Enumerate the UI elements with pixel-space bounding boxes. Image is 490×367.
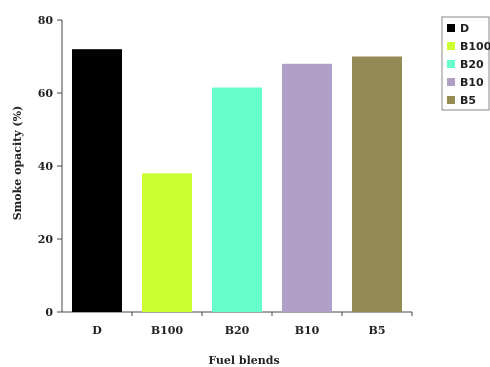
x-tick-label: B10 <box>295 324 320 337</box>
legend-swatch-b10 <box>447 78 455 86</box>
y-tick-label: 0 <box>45 306 53 319</box>
legend-items: D B100 B20 B10 B5 <box>447 22 490 107</box>
legend-label: B5 <box>460 94 476 107</box>
y-axis-title: Smoke opacity (%) <box>11 106 24 221</box>
y-tick-label: 40 <box>38 160 54 173</box>
legend-swatch-b100 <box>447 42 455 50</box>
x-tick-labels: D B100 B20 B10 B5 <box>92 312 413 337</box>
y-tick-label: 80 <box>38 14 54 27</box>
legend-swatch-b5 <box>447 96 455 104</box>
legend: D B100 B20 B10 B5 <box>441 16 490 111</box>
bar-b20 <box>212 87 262 313</box>
bar-b100 <box>142 173 192 312</box>
y-tick-label: 20 <box>38 233 54 246</box>
legend-swatch-b20 <box>447 60 455 68</box>
x-tick-label: B100 <box>151 324 184 337</box>
x-tick-label: B5 <box>369 324 386 337</box>
legend-label: D <box>460 22 469 35</box>
bars <box>72 49 402 313</box>
y-ticks: 0 20 40 60 80 <box>38 14 62 319</box>
legend-swatch-d <box>447 24 455 32</box>
y-tick-label: 60 <box>38 87 54 100</box>
bar-b5 <box>352 56 402 312</box>
legend-label: B100 <box>460 40 490 53</box>
x-tick-label: D <box>92 324 102 337</box>
x-axis-title: Fuel blends <box>208 354 279 367</box>
x-tick-label: B20 <box>225 324 250 337</box>
y-axis: 0 20 40 60 80 <box>38 14 63 319</box>
bar-b10 <box>282 63 332 312</box>
x-axis: D B100 B20 B10 B5 <box>62 311 413 337</box>
legend-label: B20 <box>460 58 484 71</box>
legend-label: B10 <box>460 76 484 89</box>
bar-d <box>72 49 122 312</box>
